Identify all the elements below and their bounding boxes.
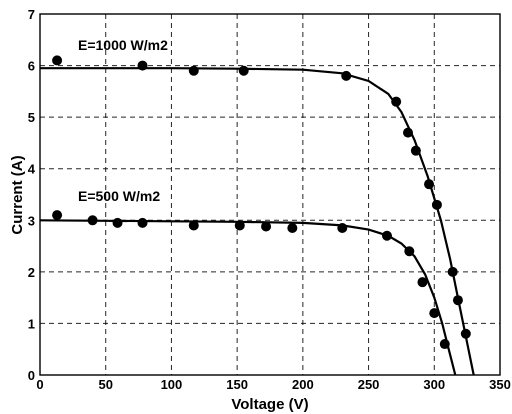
data-point <box>424 179 435 190</box>
data-point <box>52 210 63 221</box>
y-tick-label: 5 <box>28 110 35 125</box>
data-point <box>112 217 123 228</box>
plot-frame <box>39 13 501 376</box>
annotation-e500: E=500 W/m2 <box>78 188 160 204</box>
tick-labels: 0 50 100 150 200 250 300 350 0 1 2 3 4 5 6 7 <box>28 7 511 392</box>
data-point <box>52 55 63 66</box>
data-point <box>452 295 463 306</box>
y-tick-label: 0 <box>28 368 35 383</box>
data-point <box>137 60 148 71</box>
data-point <box>234 220 245 231</box>
x-tick-label: 0 <box>36 377 43 392</box>
x-tick-label: 150 <box>226 377 248 392</box>
x-tick-label: 250 <box>358 377 380 392</box>
data-point <box>439 339 450 350</box>
x-tick-label: 350 <box>489 377 511 392</box>
data-point <box>261 221 272 232</box>
annotation-e1000: E=1000 W/m2 <box>78 37 168 53</box>
x-tick-label: 200 <box>292 377 314 392</box>
data-point <box>188 220 199 231</box>
data-point <box>431 199 442 210</box>
y-axis-title: Current (A) <box>9 155 26 234</box>
data-point <box>447 266 458 277</box>
y-tick-label: 6 <box>28 59 35 74</box>
y-tick-label: 4 <box>28 162 36 177</box>
data-point <box>381 230 392 241</box>
data-point <box>287 223 298 234</box>
fit-curves <box>39 67 475 376</box>
y-tick-label: 7 <box>28 7 35 22</box>
data-point <box>410 145 421 156</box>
data-point <box>337 223 348 234</box>
data-point <box>429 308 440 319</box>
x-tick-label: 100 <box>161 377 183 392</box>
x-axis-title: Voltage (V) <box>231 396 308 413</box>
data-point <box>403 127 413 138</box>
data-point <box>188 65 199 76</box>
data-point <box>460 328 471 339</box>
data-point <box>238 65 249 76</box>
data-points <box>52 55 471 350</box>
x-tick-label: 50 <box>98 377 112 392</box>
fit-curve-1 <box>39 219 457 376</box>
data-point <box>391 96 402 107</box>
data-point <box>87 215 98 226</box>
y-tick-label: 1 <box>28 316 35 331</box>
x-tick-label: 300 <box>423 377 445 392</box>
y-tick-label: 3 <box>28 213 35 228</box>
y-tick-label: 2 <box>28 265 35 280</box>
data-point <box>341 70 352 81</box>
data-point <box>137 217 148 228</box>
data-point <box>404 246 415 257</box>
data-point <box>417 277 428 288</box>
